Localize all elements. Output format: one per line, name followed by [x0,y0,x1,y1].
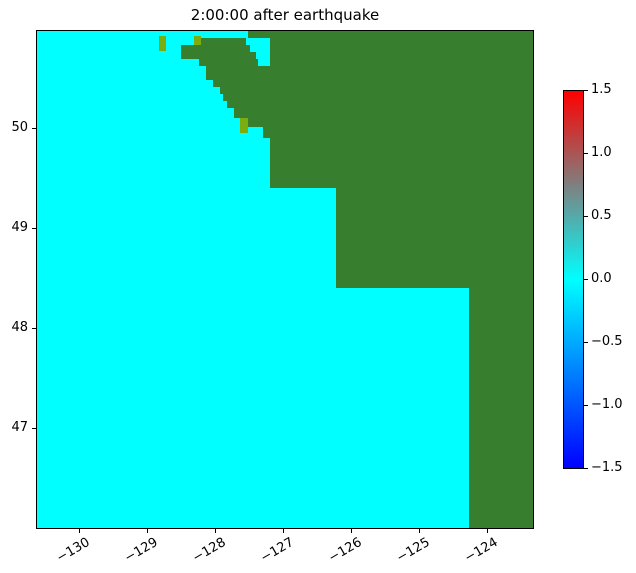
colorbar-tick [584,342,588,343]
colorbar-tick-label: 1.5 [591,82,612,97]
land-cell [181,52,256,59]
land-cell [213,80,270,87]
y-axis-tick [32,328,36,329]
colorbar-tick [584,405,588,406]
y-axis-tick-label: 47 [11,420,28,435]
land-cell [206,66,270,80]
y-axis-tick-label: 50 [11,120,28,135]
colorbar-tick-label: 0.5 [591,208,612,223]
colorbar-tick [584,153,588,154]
x-axis-tick-label: −128 [190,535,229,566]
x-axis-tick [419,529,420,533]
land-cell [199,59,258,66]
colorbar-tick-label: −1.0 [591,397,623,412]
y-axis-tick-label: 48 [11,320,28,335]
land-cell [223,94,270,101]
x-axis-tick [351,529,352,533]
x-axis-tick [487,529,488,533]
land-cell [263,127,270,138]
colorbar-tick [584,90,588,91]
x-axis-tick-label: −130 [54,535,93,566]
anomaly-cell [194,36,201,45]
x-axis-tick [147,529,148,533]
x-axis-tick [79,529,80,533]
x-axis-tick-label: −125 [394,535,433,566]
colorbar-tick [584,216,588,217]
land-cell [336,188,533,288]
land-cell [234,108,270,118]
land-cell [227,101,270,108]
land-cell [220,87,270,94]
land-cell [270,38,533,188]
colorbar-tick-label: 0.0 [591,271,612,286]
x-axis-tick [283,529,284,533]
y-axis-tick [32,228,36,229]
colorbar-tick [584,468,588,469]
chart-title: 2:00:00 after earthquake [190,6,380,24]
x-axis-tick-label: −124 [462,535,501,566]
land-cell [201,38,246,45]
colorbar-tick-label: −1.5 [591,460,623,475]
colorbar-tick-label: 1.0 [591,145,612,160]
land-cell [248,118,270,127]
x-axis-tick-label: −126 [326,535,365,566]
colorbar [563,90,584,469]
anomaly-cell [159,36,166,51]
land-cell [181,45,250,52]
colorbar-tick-label: −0.5 [591,334,623,349]
x-axis-tick-label: −127 [258,535,297,566]
land-cell [248,31,533,38]
land-cell [469,288,533,528]
anomaly-cell [240,118,248,133]
x-axis-tick-label: −129 [122,535,161,566]
x-axis-tick [215,529,216,533]
y-axis-tick-label: 49 [11,220,28,235]
colorbar-tick [584,279,588,280]
y-axis-tick [32,428,36,429]
y-axis-tick [32,128,36,129]
plot-area [36,30,534,529]
